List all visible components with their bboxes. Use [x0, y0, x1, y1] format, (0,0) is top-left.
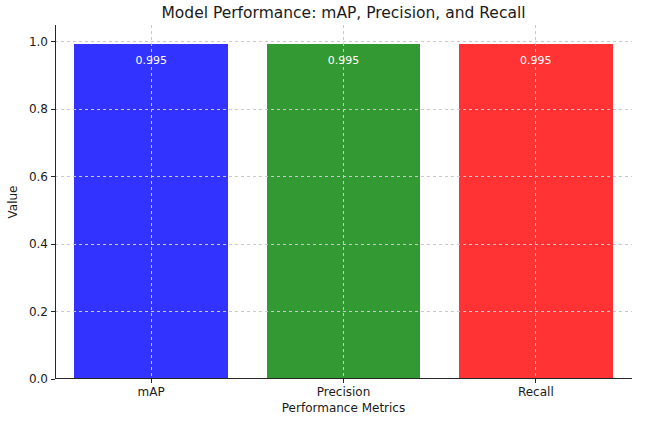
x-tick-label: Recall [466, 384, 606, 400]
gridline-vertical [535, 25, 536, 379]
y-tick-mark [51, 176, 55, 177]
y-tick-label: 1.0 [0, 34, 48, 50]
x-tick-mark [151, 379, 152, 383]
y-tick-mark [51, 244, 55, 245]
chart-title: Model Performance: mAP, Precision, and R… [55, 4, 632, 22]
x-tick-mark [535, 379, 536, 383]
gridline-vertical [151, 25, 152, 379]
bar-value-label: 0.995 [294, 55, 394, 67]
x-tick-label: mAP [81, 384, 221, 400]
x-tick-label: Precision [274, 384, 414, 400]
bar-value-label: 0.995 [486, 55, 586, 67]
gridline-vertical [343, 25, 344, 379]
bar-value-label: 0.995 [101, 55, 201, 67]
y-tick-label: 0.6 [0, 169, 48, 185]
plot-area: 0.995 0.995 0.995 [55, 25, 632, 379]
y-axis-label: Value [6, 186, 20, 219]
y-tick-label: 0.2 [0, 304, 48, 320]
bar-chart-figure: Model Performance: mAP, Precision, and R… [0, 0, 650, 422]
y-tick-label: 0.4 [0, 236, 48, 252]
y-axis-spine [55, 25, 56, 379]
y-tick-label: 0.0 [0, 371, 48, 387]
y-tick-label: 0.8 [0, 101, 48, 117]
y-tick-mark [51, 41, 55, 42]
y-tick-mark [51, 311, 55, 312]
y-tick-mark [51, 109, 55, 110]
x-tick-mark [343, 379, 344, 383]
y-tick-mark [51, 379, 55, 380]
x-axis-label: Performance Metrics [55, 401, 632, 415]
